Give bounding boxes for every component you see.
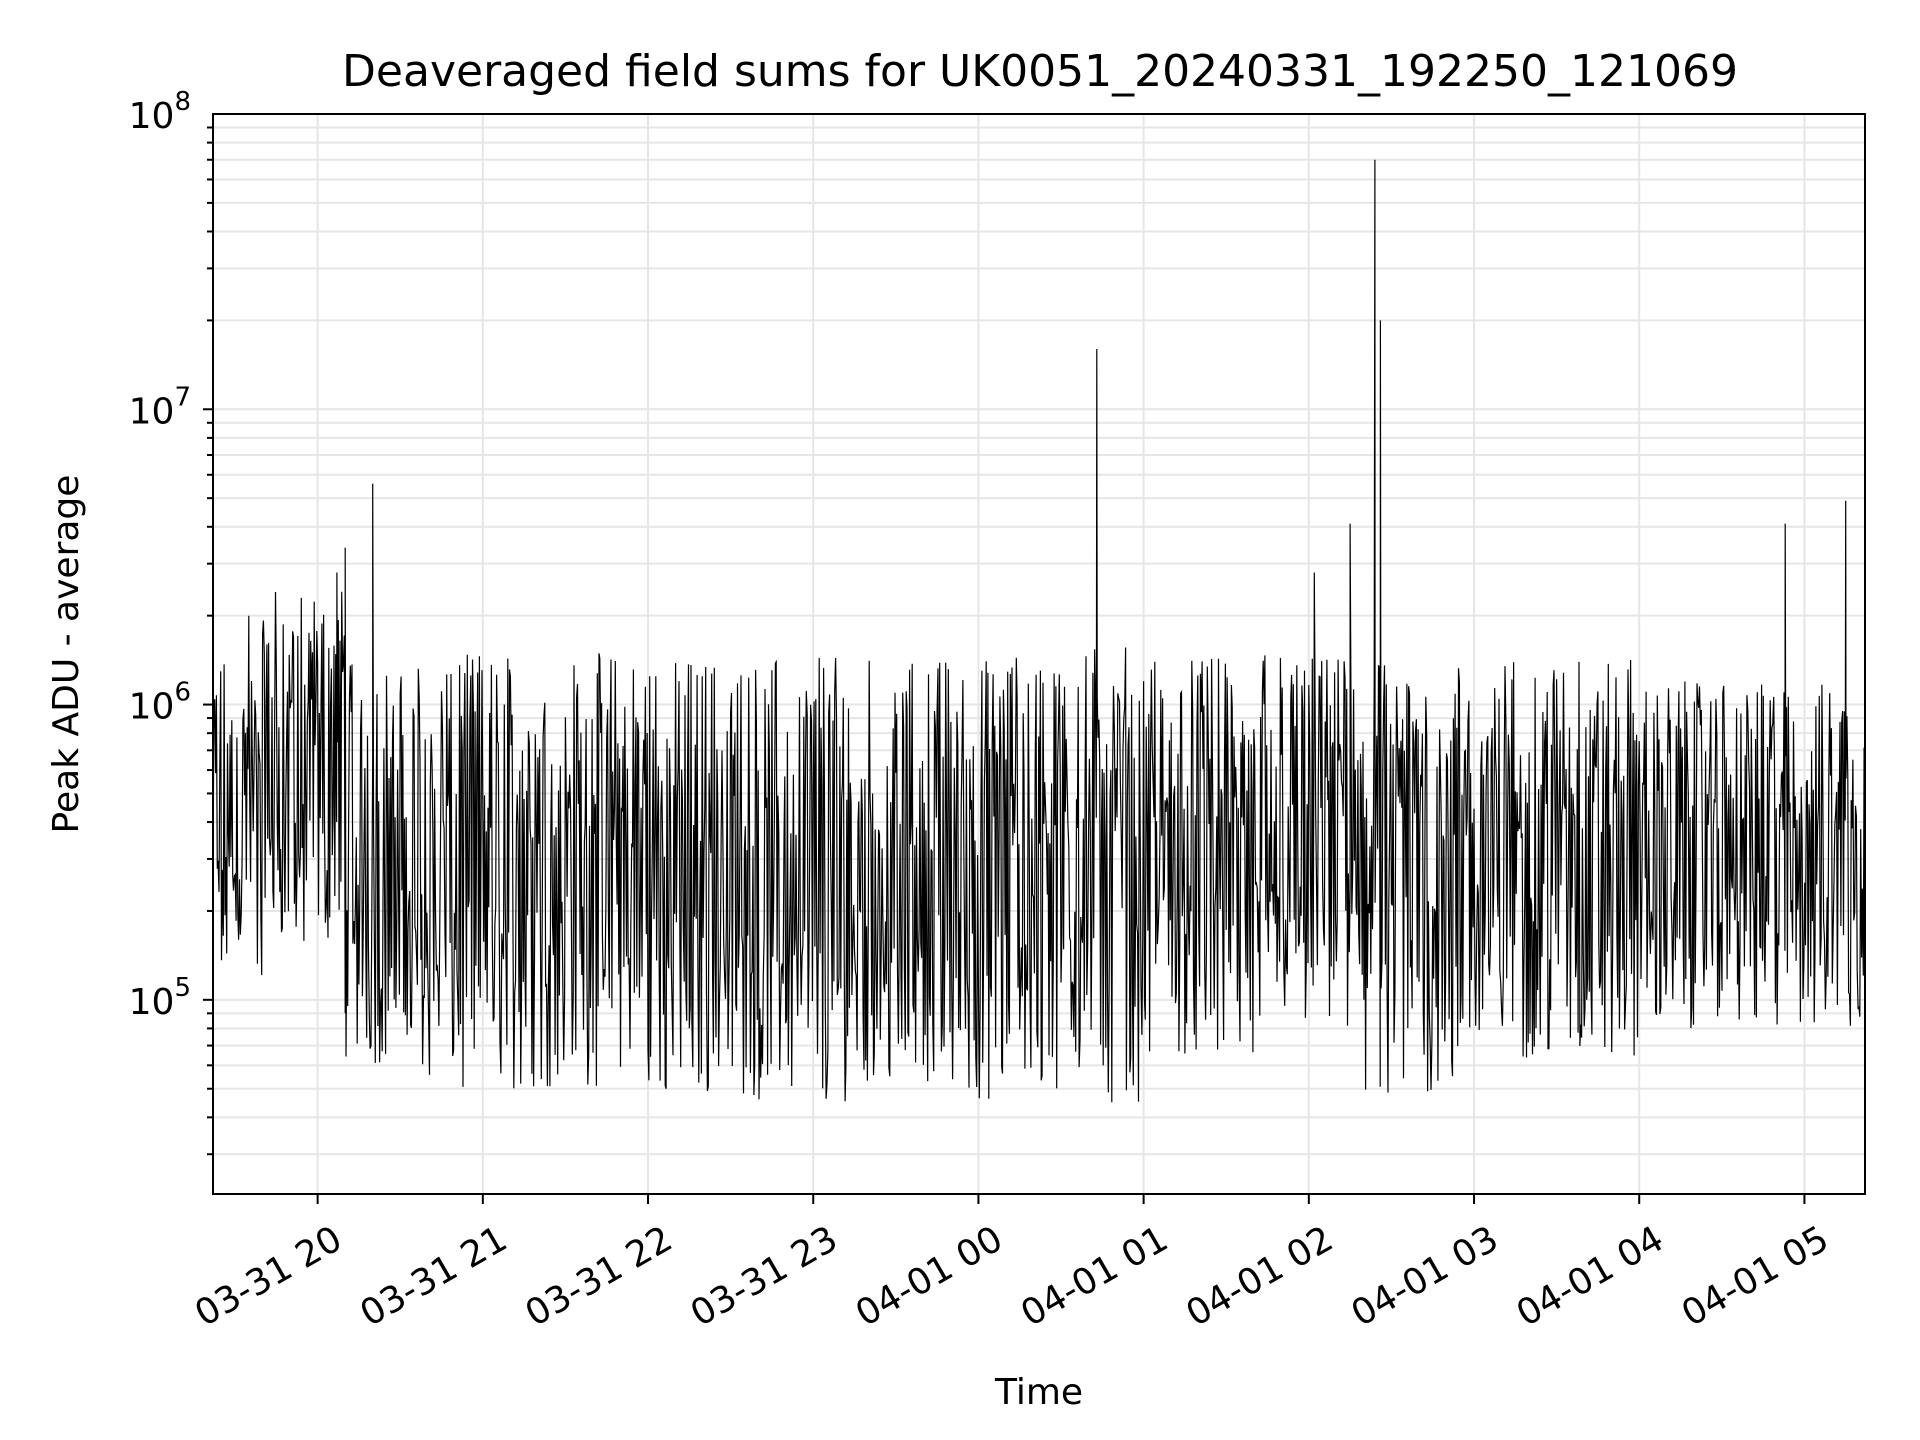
y-tick-label: 105	[129, 973, 191, 1023]
y-tick-label: 108	[129, 87, 191, 137]
plot-area	[212, 159, 1865, 1103]
plot-frame	[212, 113, 1866, 1195]
series-line	[212, 159, 1865, 1103]
y-axis: 105 106 107 108	[129, 87, 213, 1156]
y-tick-label: 106	[129, 678, 191, 728]
y-axis-label: Peak ADU - average	[46, 475, 87, 834]
chart-title: Deaveraged field sums for UK0051_2024033…	[342, 46, 1738, 97]
x-axis-label: Time	[994, 1372, 1083, 1413]
y-tick-label: 107	[129, 382, 191, 432]
